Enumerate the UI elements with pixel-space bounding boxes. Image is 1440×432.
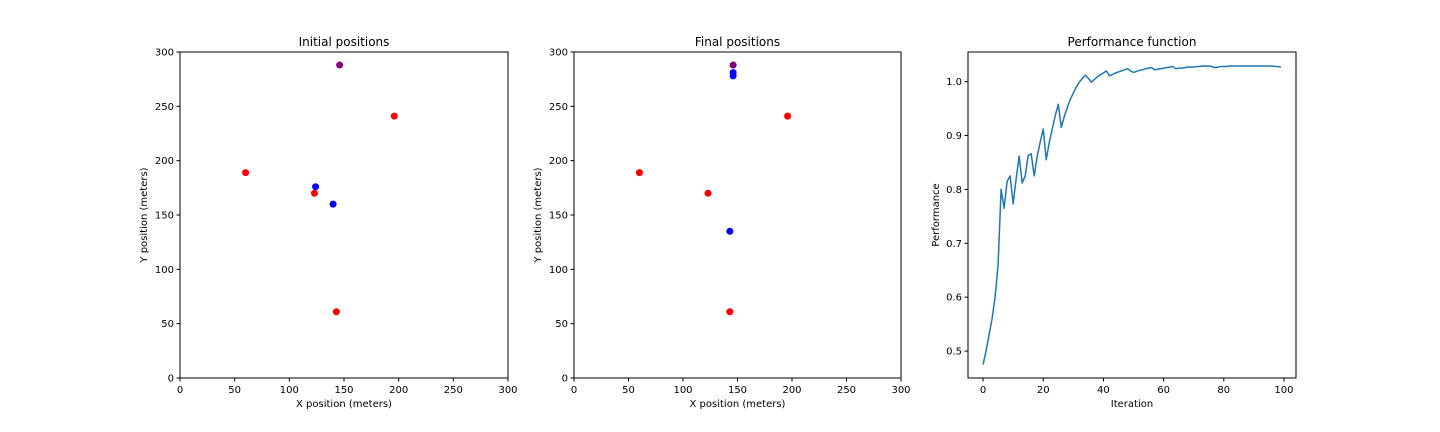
performance-function-panel: Performance function 0 20 40 60 80 100 0.5 0.6 0.… bbox=[931, 35, 1297, 410]
chart-0-xlabel: X position (meters) bbox=[296, 399, 392, 410]
chart-1-xtick-label-2: 100 bbox=[673, 385, 692, 396]
final-positions-panel: Final positions 0 50 100 150 200 250 300 0 50 100 1… bbox=[533, 35, 911, 410]
chart-2-xlabel: Iteration bbox=[1111, 399, 1153, 410]
chart-0-xtick-label-6: 300 bbox=[498, 385, 517, 396]
chart-1-xtick-label-0: 0 bbox=[571, 385, 577, 396]
chart-1-ytick-label-1: 50 bbox=[555, 319, 568, 330]
chart-2-axes-frame bbox=[967, 51, 1297, 379]
chart-0-ytick-label-0: 0 bbox=[168, 374, 174, 385]
chart-2-ytick-label-5: 1.0 bbox=[946, 77, 962, 88]
chart-2-xtick-label-5: 100 bbox=[1274, 385, 1293, 396]
chart-1-point-1 bbox=[784, 112, 792, 120]
chart-0-xtick-label-3: 150 bbox=[334, 385, 353, 396]
chart-2-ylabel: Performance bbox=[931, 183, 942, 246]
chart-2-ytick-label-4: 0.9 bbox=[946, 131, 962, 142]
chart-0-point-4 bbox=[332, 308, 340, 316]
chart-2-xtick-label-1: 20 bbox=[1037, 385, 1050, 396]
chart-0-point-2 bbox=[242, 169, 250, 177]
chart-1-xtick-label-3: 150 bbox=[728, 385, 747, 396]
chart-1-ytick-label-3: 150 bbox=[549, 211, 568, 222]
chart-0-point-1 bbox=[390, 112, 398, 120]
chart-0-ylabel: Y position (meters) bbox=[139, 167, 150, 263]
chart-2-xtick-label-2: 40 bbox=[1097, 385, 1110, 396]
chart-2-ytick-label-0: 0.5 bbox=[946, 347, 962, 358]
chart-0-xtick-label-5: 250 bbox=[444, 385, 463, 396]
chart-0-ytick-label-4: 200 bbox=[155, 156, 174, 167]
chart-1-xtick-label-1: 50 bbox=[622, 385, 635, 396]
initial-positions-panel: Initial positions 0 50 100 150 200 250 300 0 50 10… bbox=[139, 35, 518, 410]
chart-0-ytick-label-5: 250 bbox=[155, 102, 174, 113]
chart-1-ytick-label-6: 300 bbox=[549, 48, 568, 59]
chart-2-ytick-label-2: 0.7 bbox=[946, 239, 962, 250]
chart-0-point-0 bbox=[336, 61, 344, 69]
chart-0-xtick-label-0: 0 bbox=[177, 385, 183, 396]
chart-0-axes-frame bbox=[179, 51, 509, 379]
chart-0-point-5 bbox=[312, 183, 320, 191]
chart-1-ytick-label-2: 100 bbox=[549, 265, 568, 276]
chart-0-point-6 bbox=[329, 200, 337, 208]
chart-1-point-0 bbox=[729, 61, 737, 69]
chart-1-ytick-label-4: 200 bbox=[549, 156, 568, 167]
chart-2-xtick-label-3: 60 bbox=[1157, 385, 1170, 396]
chart-1-point-6 bbox=[729, 72, 737, 80]
chart-2-ytick-label-3: 0.8 bbox=[946, 185, 962, 196]
chart-1-xtick-label-5: 250 bbox=[837, 385, 856, 396]
chart-1-ytick-label-5: 250 bbox=[549, 102, 568, 113]
chart-2-xtick-label-4: 80 bbox=[1217, 385, 1230, 396]
chart-0-ytick-label-6: 300 bbox=[155, 48, 174, 59]
chart-1-point-4 bbox=[726, 308, 734, 316]
chart-0-ytick-label-1: 50 bbox=[161, 319, 174, 330]
chart-0-title: Initial positions bbox=[299, 35, 390, 49]
chart-2-ytick-label-1: 0.6 bbox=[946, 293, 962, 304]
chart-1-point-2 bbox=[635, 169, 643, 177]
chart-1-xtick-label-6: 300 bbox=[891, 385, 910, 396]
chart-0-ytick-label-3: 150 bbox=[155, 211, 174, 222]
chart-0-point-3 bbox=[310, 189, 318, 197]
chart-1-xtick-label-4: 200 bbox=[782, 385, 801, 396]
chart-1-title: Final positions bbox=[695, 35, 780, 49]
chart-1-point-7 bbox=[726, 227, 734, 235]
chart-1-point-3 bbox=[704, 189, 712, 197]
chart-1-axes-frame bbox=[573, 51, 902, 379]
chart-2-xtick-label-0: 0 bbox=[980, 385, 986, 396]
chart-1-xlabel: X position (meters) bbox=[690, 399, 786, 410]
chart-0-ytick-label-2: 100 bbox=[155, 265, 174, 276]
chart-0-xtick-label-2: 100 bbox=[280, 385, 299, 396]
chart-0-xtick-label-4: 200 bbox=[389, 385, 408, 396]
chart-1-ytick-label-0: 0 bbox=[562, 374, 568, 385]
chart-0-xtick-label-1: 50 bbox=[228, 385, 241, 396]
chart-2-series-0-line bbox=[982, 65, 1282, 365]
chart-1-ylabel: Y position (meters) bbox=[533, 167, 544, 263]
chart-2-title: Performance function bbox=[1068, 35, 1197, 49]
